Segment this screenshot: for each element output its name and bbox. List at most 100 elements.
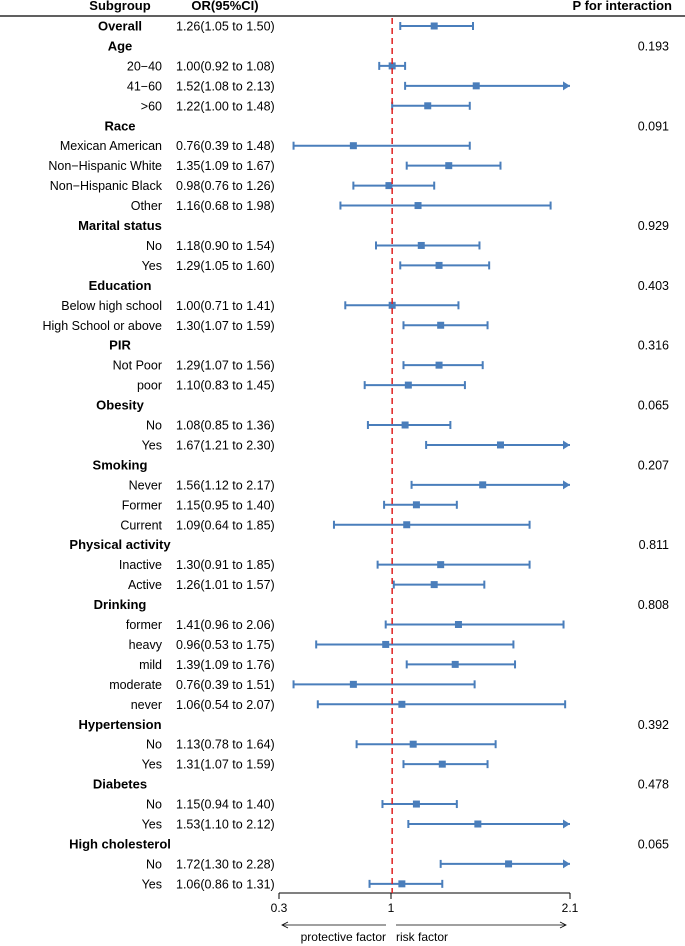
or-ci-text: 1.18(0.90 to 1.54) [176,239,275,253]
point-estimate [435,261,443,269]
point-estimate [438,760,446,768]
subgroup-label: Non−Hispanic White [48,159,162,173]
point-estimate [430,581,438,589]
ci-upper-arrow [563,81,570,91]
or-ci-text: 0.98(0.76 to 1.26) [176,179,275,193]
point-estimate [424,102,432,110]
point-estimate [474,820,482,828]
point-estimate [404,381,412,389]
point-estimate [412,501,420,509]
point-estimate [435,361,443,369]
or-ci-text: 1.06(0.86 to 1.31) [176,877,275,891]
point-estimate [349,142,357,150]
or-ci-text: 1.35(1.09 to 1.67) [176,159,275,173]
or-ci-text: 1.30(1.07 to 1.59) [176,319,275,333]
or-ci-text: 1.16(0.68 to 1.98) [176,199,275,213]
or-ci-text: 1.30(0.91 to 1.85) [176,558,275,572]
subgroup-label: Inactive [119,558,162,572]
subgroup-header-label: High cholesterol [69,836,171,851]
subgroup-label: Yes [142,877,162,891]
point-estimate [409,740,417,748]
subgroup-label: Active [128,578,162,592]
p-interaction-header: P for interaction [573,0,673,13]
subgroup-label: poor [137,379,162,393]
or-ci-text: 1.22(1.00 to 1.48) [176,99,275,113]
subgroup-label: Other [131,199,162,213]
or-ci-text: 1.09(0.64 to 1.85) [176,518,275,532]
p-interaction-value: 0.065 [638,837,669,851]
subgroup-label: Current [120,518,162,532]
point-estimate [472,82,480,90]
risk-factor-label: risk factor [396,930,448,944]
subgroup-label: former [126,618,162,632]
or-ci-text: 1.15(0.94 to 1.40) [176,798,275,812]
or-ci-text: 1.56(1.12 to 2.17) [176,478,275,492]
ci-upper-arrow [563,440,570,450]
or-ci-text: 1.67(1.21 to 2.30) [176,438,275,452]
or-ci-text: 1.53(1.10 to 2.12) [176,818,275,832]
subgroup-label: 41−60 [127,79,162,93]
subgroup-label: Former [122,498,162,512]
subgroup-label: No [146,738,162,752]
or-ci-text: 1.00(0.71 to 1.41) [176,299,275,313]
subgroup-label: mild [139,658,162,672]
point-estimate [437,561,445,569]
or-ci-text: 1.39(1.09 to 1.76) [176,658,275,672]
subgroup-header-label: Hypertension [78,717,161,732]
subgroup-label: Never [129,478,162,492]
p-interaction-value: 0.193 [638,39,669,53]
or-header: OR(95%CI) [191,0,258,13]
subgroup-header-label: Race [104,118,135,133]
or-ci-text: 1.31(1.07 to 1.59) [176,758,275,772]
subgroup-header-label: Age [108,38,133,53]
p-interaction-value: 0.811 [639,538,669,552]
p-interaction-value: 0.065 [638,399,669,413]
subgroup-header-label: Overall [98,19,142,34]
p-interaction-value: 0.403 [638,279,669,293]
or-ci-text: 1.08(0.85 to 1.36) [176,419,275,433]
protective-arrowhead [281,921,289,929]
subgroup-header-label: Marital status [78,218,162,233]
subgroup-label: High School or above [42,319,162,333]
subgroup-header-label: PIR [109,338,131,353]
or-ci-text: 0.96(0.53 to 1.75) [176,638,275,652]
or-ci-text: 1.13(0.78 to 1.64) [176,738,275,752]
point-estimate [479,481,487,489]
x-tick-label: 2.1 [562,901,579,915]
subgroup-header-label: Education [89,278,152,293]
p-interaction-value: 0.091 [638,119,669,133]
ci-upper-arrow [563,819,570,829]
or-ci-text: 1.15(0.95 to 1.40) [176,498,275,512]
or-ci-text: 1.29(1.05 to 1.60) [176,259,275,273]
or-ci-text: 1.00(0.92 to 1.08) [176,59,275,73]
or-ci-text: 1.26(1.05 to 1.50) [176,20,275,34]
subgroup-label: moderate [109,678,162,692]
point-estimate [414,202,422,210]
or-ci-text: 0.76(0.39 to 1.51) [176,678,275,692]
point-estimate [437,321,445,329]
subgroup-label: No [146,798,162,812]
or-ci-text: 1.26(1.01 to 1.57) [176,578,275,592]
subgroup-header-label: Obesity [96,398,144,413]
subgroup-header-label: Drinking [94,597,147,612]
subgroup-label: Not Poor [113,359,162,373]
subgroup-label: No [146,857,162,871]
point-estimate [403,521,411,529]
point-estimate [451,660,459,668]
or-ci-text: 1.06(0.54 to 2.07) [176,698,275,712]
or-ci-text: 1.41(0.96 to 2.06) [176,618,275,632]
subgroup-label: Yes [142,818,162,832]
subgroup-header-label: Physical activity [69,537,171,552]
p-interaction-value: 0.316 [638,339,669,353]
point-estimate [398,880,406,888]
or-ci-text: 1.10(0.83 to 1.45) [176,379,275,393]
subgroup-label: 20−40 [127,59,162,73]
subgroup-header-label: Diabetes [93,777,147,792]
point-estimate [401,421,409,429]
point-estimate [412,800,420,808]
point-estimate [505,860,513,868]
x-tick-label: 1 [388,901,395,915]
p-interaction-value: 0.207 [638,458,669,472]
p-interaction-value: 0.929 [638,219,669,233]
